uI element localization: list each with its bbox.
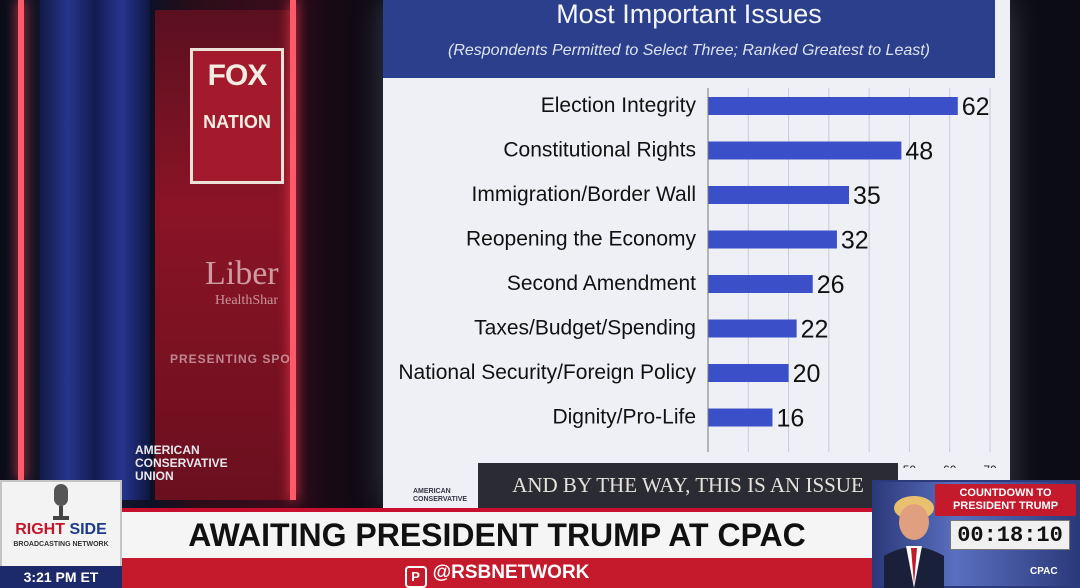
category-label-5: Taxes/Budget/Spending: [474, 317, 696, 340]
presenting-sponsor-text: PRESENTING SPO: [170, 352, 291, 366]
headline-stripe: [122, 508, 872, 512]
sponsor-logo: Liber: [205, 255, 279, 292]
x-tick-label-5: 50: [903, 463, 917, 468]
acu-line2: CONSERVATIVE: [135, 456, 228, 470]
sponsor-logo-sub: HealthShar: [215, 293, 278, 308]
value-label-2: 35: [853, 182, 881, 210]
countdown-label-line1: COUNTDOWN TO: [959, 487, 1052, 499]
bar-0: [708, 97, 958, 115]
countdown-timer: 00:18:10: [950, 520, 1070, 550]
value-label-4: 26: [817, 271, 845, 299]
countdown-label-line2: PRESIDENT TRUMP: [952, 500, 1059, 512]
neon-frame-left: [18, 0, 24, 480]
bar-7: [708, 408, 773, 427]
category-label-7: Dignity/Pro-Life: [552, 406, 696, 429]
bar-5: [708, 319, 797, 338]
network-name-left: RIGHT: [15, 521, 65, 538]
social-handle-text: @RSBNETWORK: [432, 562, 590, 583]
countdown-label: COUNTDOWN TO PRESIDENT TRUMP: [935, 484, 1076, 516]
microphone-icon: [53, 484, 69, 520]
fox-nation-logo: FOX NATION: [190, 48, 284, 184]
slide-tagline: AND BY THE WAY, THIS IS AN ISSUE: [478, 463, 898, 508]
category-label-4: Second Amendment: [507, 272, 696, 295]
acu-small-line2: CONSERVATIVE: [413, 496, 468, 503]
handle-bar: P @RSBNETWORK: [122, 558, 872, 588]
acu-small-logo: AMERICAN CONSERVATIVE: [413, 488, 467, 504]
bar-6: [708, 364, 789, 382]
cpac-mini-logo: CPAC: [1030, 566, 1058, 577]
category-label-0: Election Integrity: [541, 94, 697, 117]
social-handle: P @RSBNETWORK: [122, 558, 872, 588]
blue-curtain: [40, 0, 150, 500]
speaker-portrait-icon: [884, 496, 944, 588]
fox-logo-line1: FOX: [207, 59, 268, 92]
bar-4: [708, 275, 813, 293]
issues-bar-chart: Election Integrity 62 Constitutional Right…: [398, 88, 997, 468]
parler-icon: P: [404, 566, 427, 588]
value-label-1: 48: [905, 138, 933, 166]
acu-line1: AMERICAN: [135, 443, 200, 457]
neon-frame-right: [290, 0, 296, 500]
network-name: RIGHT SIDE: [0, 521, 122, 539]
network-name-right: SIDE: [69, 521, 107, 538]
acu-logo: AMERICAN CONSERVATIVE UNION: [135, 444, 228, 483]
chart-title: Most Important Issues: [556, 0, 822, 29]
bar-2: [708, 186, 849, 204]
headline-bar: AWAITING PRESIDENT TRUMP AT CPAC: [122, 508, 872, 558]
chart-subtitle: (Respondents Permitted to Select Three; …: [447, 42, 931, 59]
x-tick-label-7: 70: [983, 463, 997, 468]
value-label-5: 22: [801, 316, 829, 344]
headline-text: AWAITING PRESIDENT TRUMP AT CPAC: [188, 517, 806, 553]
category-label-3: Reopening the Economy: [466, 228, 696, 251]
bar-1: [708, 141, 902, 160]
category-label-6: National Security/Foreign Policy: [398, 361, 696, 384]
presentation-screen: Most Important Issues (Respondents Permi…: [383, 0, 1010, 508]
acu-line3: UNION: [135, 469, 174, 483]
category-label-1: Constitutional Rights: [503, 139, 696, 162]
acu-small-line1: AMERICAN: [413, 488, 451, 495]
clock-time: 3:21 PM ET: [0, 566, 122, 588]
network-subtitle: BROADCASTING NETWORK: [13, 541, 109, 548]
x-tick-label-6: 60: [943, 463, 957, 468]
slide-header: Most Important Issues (Respondents Permi…: [383, 0, 995, 78]
value-label-3: 32: [841, 227, 869, 255]
bar-3: [708, 230, 837, 249]
value-label-7: 16: [776, 405, 804, 433]
value-label-0: 62: [962, 93, 990, 121]
value-label-6: 20: [793, 360, 821, 388]
category-label-2: Immigration/Border Wall: [472, 183, 696, 206]
fox-logo-line2: NATION: [203, 112, 271, 132]
